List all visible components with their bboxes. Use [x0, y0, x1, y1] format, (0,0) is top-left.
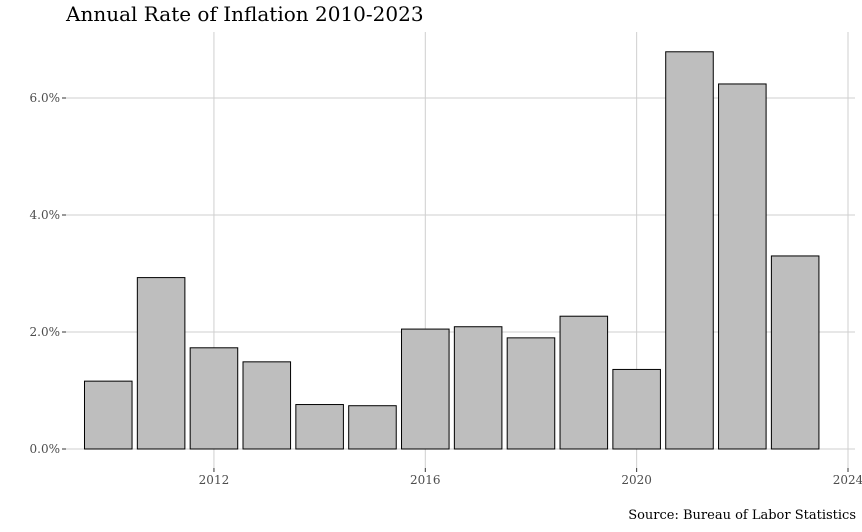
- y-tick-label: 2.0%: [30, 325, 61, 339]
- bar: [718, 83, 767, 450]
- bar: [189, 347, 239, 450]
- axis-ticks: 2012 2016 2020 2024 0.0% 2.0% 4.0% 6.0%: [30, 91, 862, 487]
- bar: [506, 337, 556, 450]
- chart-title: Annual Rate of Inflation 2010-2023: [66, 2, 424, 26]
- bar: [136, 277, 186, 450]
- bar: [665, 51, 714, 450]
- x-tick-label: 2016: [410, 473, 441, 487]
- bar: [770, 255, 820, 450]
- x-tick-label: 2012: [199, 473, 230, 487]
- bar: [83, 380, 133, 450]
- x-tick-label: 2024: [833, 473, 862, 487]
- y-tick-label: 6.0%: [30, 91, 61, 105]
- bar: [295, 404, 344, 450]
- bar: [242, 361, 292, 450]
- chart-source-caption: Source: Bureau of Labor Statistics: [628, 508, 856, 523]
- x-tick-label: 2020: [621, 473, 652, 487]
- bar: [453, 326, 503, 450]
- bars: [83, 51, 820, 450]
- bar: [401, 328, 450, 450]
- y-tick-label: 4.0%: [30, 208, 61, 222]
- bar: [348, 405, 397, 450]
- y-tick-label: 0.0%: [30, 442, 61, 456]
- bar: [612, 368, 661, 450]
- bar: [559, 315, 609, 450]
